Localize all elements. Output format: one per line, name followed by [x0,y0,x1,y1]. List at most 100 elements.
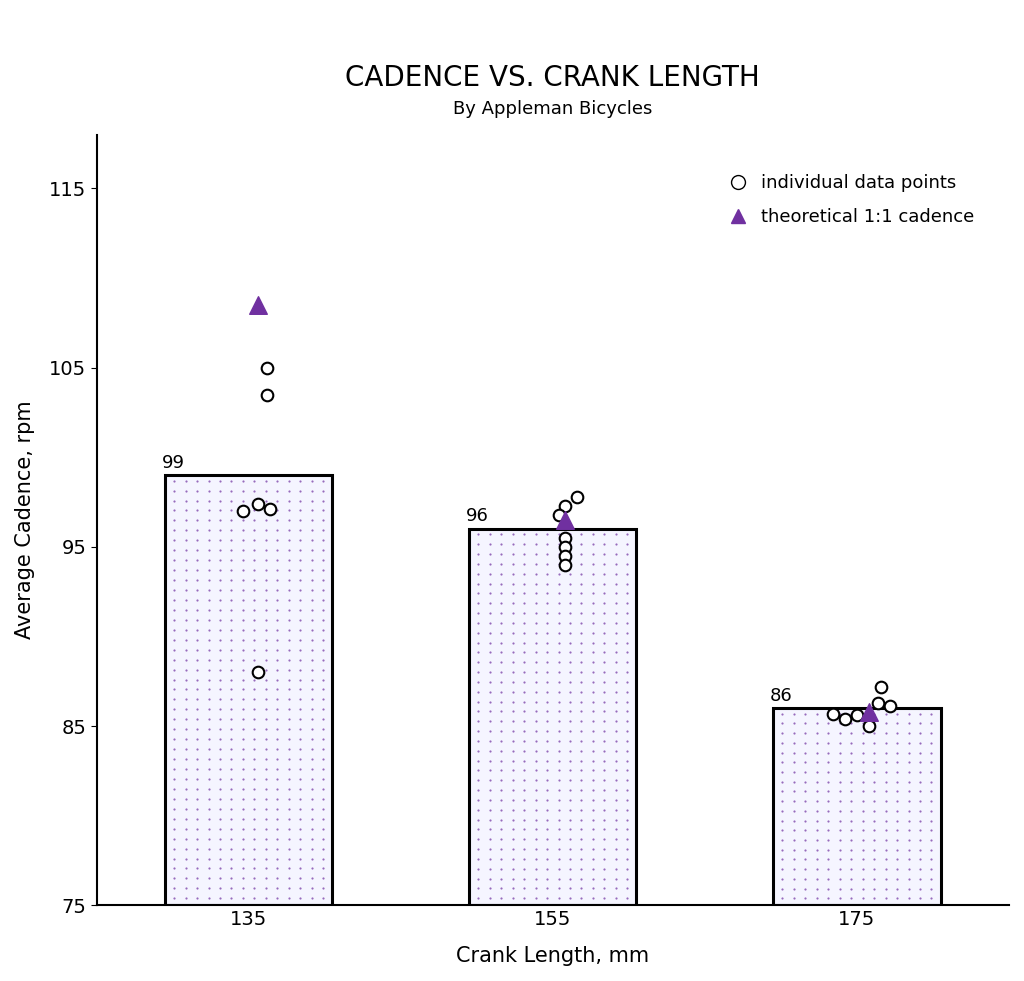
Point [516,852,532,867]
Point [620,762,636,778]
Point [258,582,274,597]
Point [866,871,883,887]
Point [585,527,601,542]
Point [539,772,555,788]
Point [166,602,182,618]
Point [562,635,579,650]
Point [223,831,240,847]
Point [539,645,555,660]
Point [234,721,251,737]
Point [516,674,532,690]
Point [797,735,813,750]
Point [843,705,859,721]
Point [315,781,332,797]
Point [562,625,579,641]
Point [246,761,262,777]
Point [303,721,319,737]
Point [188,612,205,628]
Point [269,542,286,558]
Point [924,803,940,819]
Point [493,752,509,768]
Point [188,761,205,777]
Point [924,715,940,731]
Point [188,682,205,697]
Point [607,842,624,857]
Point [843,812,859,828]
Point [809,715,825,731]
Point [809,822,825,838]
Point [234,811,251,827]
Point [797,794,813,809]
Point [585,822,601,838]
Point [177,811,194,827]
Text: 86: 86 [770,687,793,704]
Point [481,674,498,690]
Point [315,622,332,638]
Point [843,754,859,770]
Point [562,654,579,670]
Point [303,612,319,628]
Point [303,651,319,667]
Point [246,821,262,837]
Point [878,794,894,809]
Point [269,502,286,518]
Point [315,791,332,806]
Point [258,761,274,777]
Point [550,674,566,690]
Point [258,642,274,657]
Point [201,552,217,568]
Point [292,602,308,618]
Point [269,572,286,588]
Point [234,751,251,767]
Point [550,772,566,788]
Point [774,812,791,828]
Point [562,871,579,887]
Point [292,512,308,528]
Point [246,523,262,539]
Point [166,512,182,528]
Point [924,754,940,770]
Point [550,743,566,758]
Point [166,642,182,657]
Point [620,733,636,749]
Point [809,794,825,809]
Point [550,881,566,897]
Point [188,593,205,608]
Point [315,771,332,787]
Point [292,800,308,816]
Point [177,562,194,578]
Point [258,502,274,518]
Point [481,881,498,897]
Point [785,842,802,857]
Point [505,782,521,798]
Point [550,527,566,542]
Point [292,542,308,558]
Point [596,832,612,848]
Point [620,723,636,739]
Point [831,881,848,897]
Point [527,527,544,542]
Point [539,615,555,631]
Point [620,881,636,897]
Point [212,761,228,777]
X-axis label: Crank Length, mm: Crank Length, mm [457,946,649,966]
Point [166,672,182,688]
Point [774,822,791,838]
Point [527,861,544,877]
Point [562,556,579,572]
Point [911,881,928,897]
Point [607,733,624,749]
Point [166,860,182,876]
Point [516,832,532,848]
Point [820,891,837,906]
Point [889,705,905,721]
Point [607,635,624,650]
Point [854,764,870,780]
Point [854,774,870,790]
Point [620,752,636,768]
Point [223,860,240,876]
Point [539,595,555,611]
Point [212,492,228,508]
Point [258,870,274,886]
Point [774,735,791,750]
